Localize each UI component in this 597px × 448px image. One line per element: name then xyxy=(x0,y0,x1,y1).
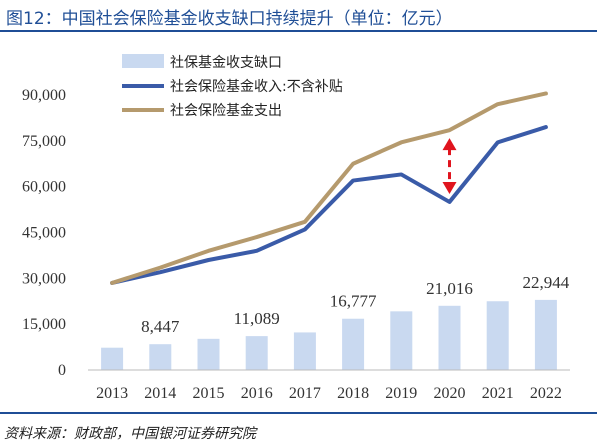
bar-2021 xyxy=(486,301,509,370)
expenditure-line xyxy=(110,91,548,285)
legend-label: 社保基金收支缺口 xyxy=(170,54,282,71)
x-tick-label: 2021 xyxy=(482,385,514,402)
x-tick-label: 2020 xyxy=(434,385,466,402)
x-tick-label: 2022 xyxy=(530,385,562,402)
gap-arrow-head-down xyxy=(442,181,457,194)
y-tick-label: 75,000 xyxy=(22,133,66,150)
data-labels: 8,447 11,089 16,777 21,016 22,944 xyxy=(141,273,570,336)
y-tick-label: 45,000 xyxy=(22,225,66,242)
bar-data-label: 21,016 xyxy=(426,279,473,298)
legend-swatch-bar xyxy=(122,54,164,68)
income-line xyxy=(110,125,548,285)
gap-arrow-head-up xyxy=(442,138,457,151)
bar-2013 xyxy=(101,347,124,370)
bar-2018 xyxy=(342,318,365,370)
gap-annotation xyxy=(442,138,457,194)
legend-label: 社会保险基金收入:不含补贴 xyxy=(170,78,343,95)
bar-2014 xyxy=(149,344,172,370)
x-tick-label: 2018 xyxy=(337,385,369,402)
axes: 0 15,000 30,000 45,000 60,000 75,000 90,000 201… xyxy=(22,87,570,402)
x-tick-label: 2017 xyxy=(289,385,321,402)
chart: 0 15,000 30,000 45,000 60,000 75,000 90,000 201… xyxy=(22,54,570,402)
y-tick-label: 30,000 xyxy=(22,270,66,287)
bar-2020 xyxy=(438,305,461,370)
x-tick-label: 2013 xyxy=(96,385,128,402)
y-tick-label: 90,000 xyxy=(22,87,66,104)
bar-2017 xyxy=(293,332,316,370)
bar-2022 xyxy=(534,299,557,370)
legend-label: 社会保险基金支出 xyxy=(170,102,282,119)
y-tick-label: 0 xyxy=(58,362,66,379)
x-tick-label: 2014 xyxy=(144,385,176,402)
x-tick-label: 2015 xyxy=(193,385,225,402)
line-series xyxy=(110,91,548,285)
x-tick-label: 2016 xyxy=(241,385,273,402)
y-tick-label: 15,000 xyxy=(22,316,66,333)
bar-data-label: 22,944 xyxy=(523,273,570,292)
bar-2019 xyxy=(390,311,413,370)
bar-data-label: 8,447 xyxy=(141,317,180,336)
bar-data-label: 11,089 xyxy=(234,309,280,328)
figure-title: 图12：中国社会保险基金收支缺口持续提升（单位：亿元） xyxy=(6,9,453,29)
bottom-rule xyxy=(0,412,597,414)
bar-2015 xyxy=(197,338,220,370)
source-note: 资料来源：财政部，中国银河证券研究院 xyxy=(4,426,256,442)
x-tick-label: 2019 xyxy=(385,385,417,402)
bar-2016 xyxy=(245,336,268,370)
bar-data-label: 16,777 xyxy=(330,292,377,311)
title-rule xyxy=(0,30,597,32)
bar-series xyxy=(101,299,557,370)
y-tick-label: 60,000 xyxy=(22,179,66,196)
